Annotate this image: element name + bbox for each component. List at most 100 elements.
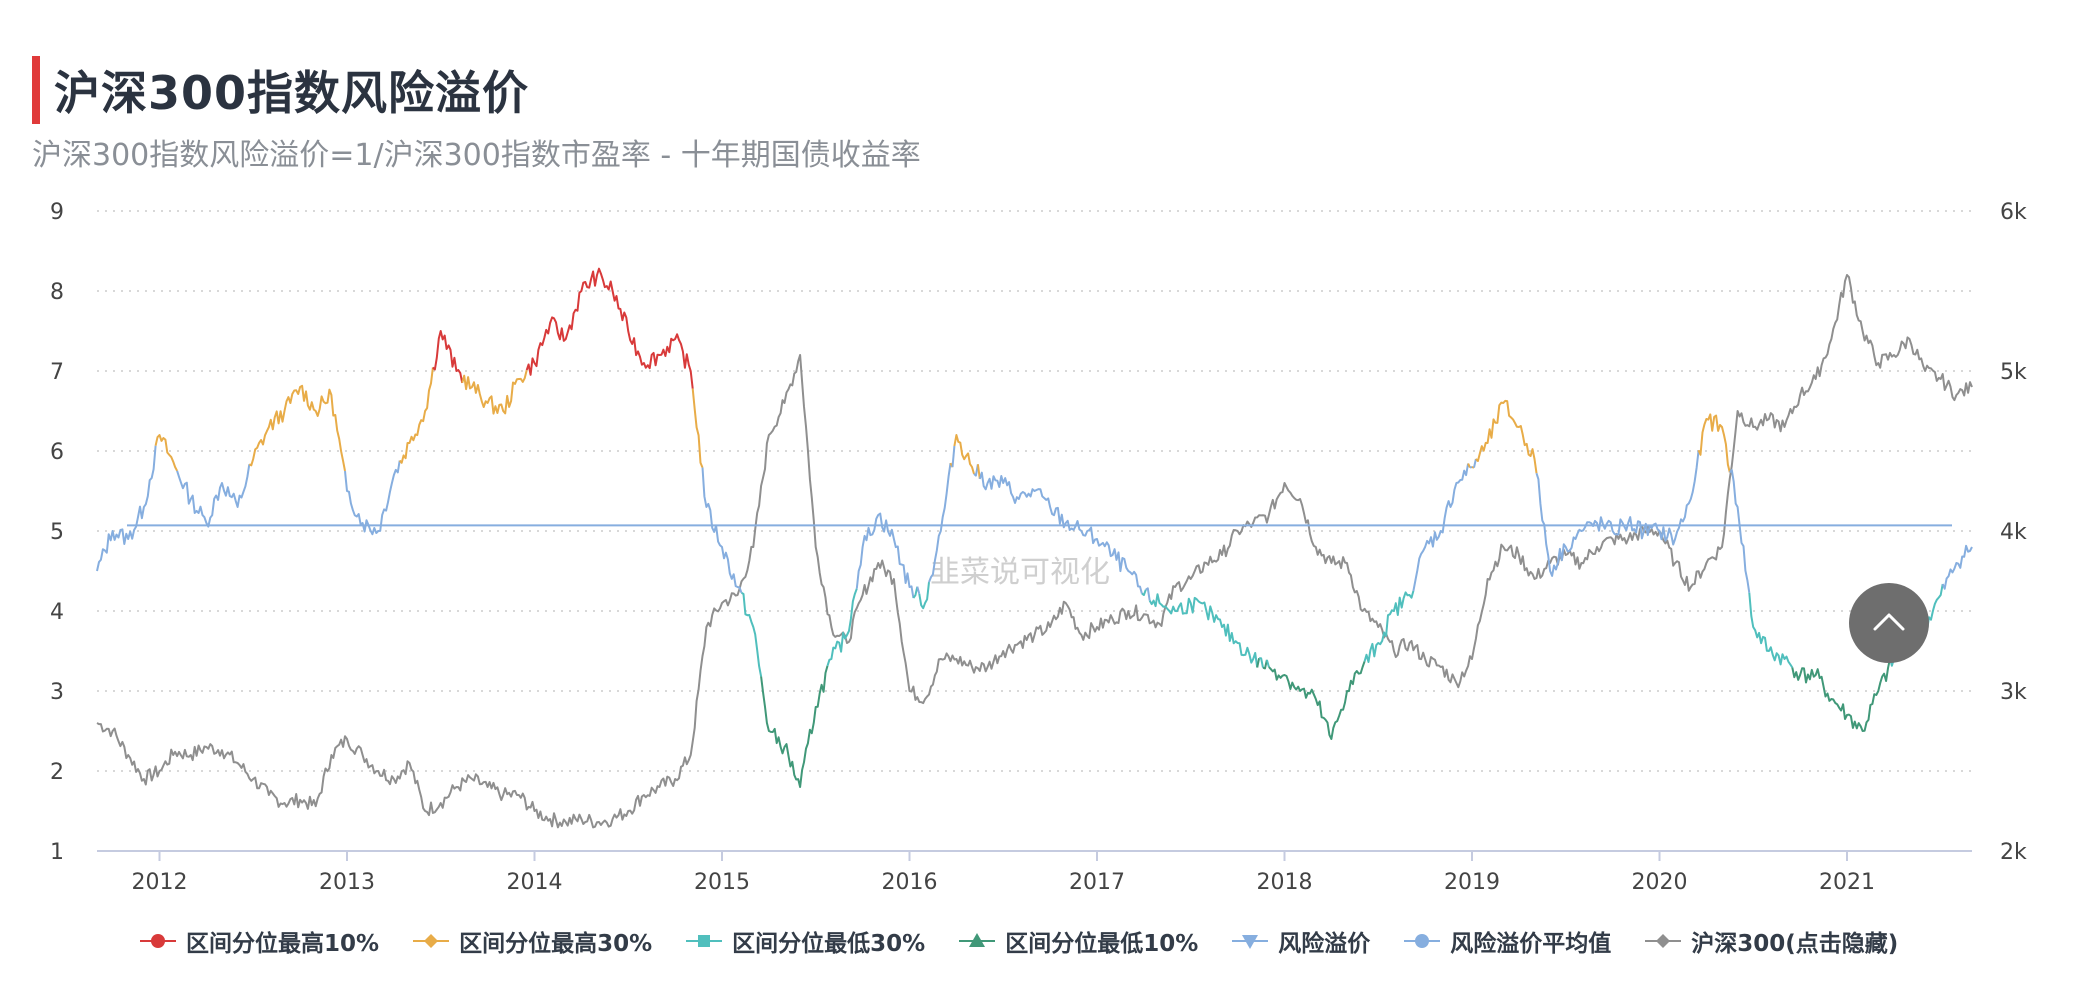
y-left-tick-label: 3 [50,680,64,705]
x-tick-label: 2019 [1444,870,1500,895]
series-line-premium-segment [1145,587,1151,601]
y-right-tick-label: 5k [2000,360,2027,385]
series-line-premium-segment [1729,469,1751,593]
y-left-tick-label: 9 [50,200,64,225]
series-line-premium-segment [1265,659,1270,668]
legend-item[interactable]: 区间分位最高10% [140,924,379,958]
y-right-tick-label: 4k [2000,520,2027,545]
x-tick-label: 2021 [1819,870,1875,895]
series-line-premium-segment [1535,450,1700,577]
y-right-tick-label: 3k [2000,680,2027,705]
series-line-premium-segment [1141,589,1147,596]
legend-symbol-diamond-icon [1645,934,1682,948]
page-subtitle: 沪深300指数风险溢价=1/沪深300指数市盈率 - 十年期国债收益率 [32,138,921,173]
series-line-premium-segment [912,586,919,599]
series-line-premium-segment [1469,466,1473,469]
series-line-premium-segment [1748,592,1794,669]
series-line-premium-segment [928,462,952,583]
series-line-premium-segment [1941,544,1973,590]
legend-label: 区间分位最低10% [1005,931,1199,957]
series-line-premium-segment [248,384,346,472]
watermark: 韭菜说可视化 [930,555,1110,590]
legend-item[interactable]: 区间分位最低10% [959,924,1198,958]
series-line-premium-segment [1412,463,1470,592]
x-tick-label: 2014 [507,870,563,895]
series-line-premium-segment [154,434,178,472]
series-line-premium-segment [96,445,157,572]
page-title: 沪深300指数风险溢价 [54,66,530,120]
series-line-premium-segment [1363,590,1415,663]
legend-label: 沪深300(点击隐藏) [1691,931,1899,957]
y-right-tick-label: 2k [2000,840,2027,865]
series-line-premium-segment [1697,413,1731,473]
series-line-premium-segment [1256,657,1261,668]
series-line-premium-segment [1268,660,1366,740]
x-tick-label: 2015 [694,870,750,895]
legend-symbol-triangle-icon [959,933,996,947]
series-line-premium-segment [953,434,975,475]
header: 沪深300指数风险溢价 [32,56,1532,124]
series-line-premium-segment [1467,463,1471,469]
y-right-tick-label: 6k [2000,200,2027,225]
title-row: 沪深300指数风险溢价 [32,56,1532,124]
series-line-premium-segment [398,367,434,464]
legend-label: 风险溢价平均值 [1450,931,1612,957]
series-line-premium-segment [344,460,401,536]
legend-item[interactable]: 区间分位最高30% [413,924,652,958]
grid-layer [97,210,1972,772]
y-left-tick-label: 2 [50,760,64,785]
series-line-premium-segment [176,464,251,528]
back-to-top-button[interactable] [1849,583,1929,663]
legend-symbol-circle-icon [140,934,176,948]
chart-legend: 区间分位最高10% 区间分位最高30% 区间分位最低30% 区间分位最低10% 风险溢价… [140,924,1932,958]
series-line-premium-segment [826,588,858,667]
series-line-hs300 [96,274,1973,829]
x-tick-label: 2017 [1069,870,1125,895]
series-line-premium-segment [701,467,743,594]
legend-item[interactable]: 区间分位最低30% [686,924,925,958]
y-left-tick-label: 6 [50,440,64,465]
y-left-tick-label: 5 [50,520,64,545]
legend-label: 区间分位最低30% [732,931,926,957]
series-line-premium-segment [760,665,829,788]
series-line-premium-segment [525,267,694,389]
legend-symbol-triangle-down-icon [1232,935,1269,949]
x-tick-label: 2012 [132,870,188,895]
legend-symbol-square-icon [686,935,723,947]
y-left-tick-label: 8 [50,280,64,305]
series-line-premium-segment [918,581,930,610]
series-line-premium-segment [1475,399,1538,474]
legend-item[interactable]: 风险溢价 [1232,924,1370,958]
legend-label: 区间分位最高30% [459,931,653,957]
legend-symbol-circle-icon [1404,934,1441,948]
series-line-premium-segment [1148,593,1259,668]
series-line-premium-segment [1259,657,1264,668]
series-line-premium-segment [978,471,1143,594]
axis-layer: 1 2 3 4 5 6 7 8 9 2k 3k 4k 5k 6k 2012 2013 2014 2015 2016 2… [50,200,2027,895]
x-tick-label: 2020 [1632,870,1688,895]
series-line-premium-segment [691,388,704,468]
legend-label: 区间分位最高10% [186,931,380,957]
series-line-premium-segment [916,586,921,595]
y-left-tick-label: 1 [50,840,64,865]
legend-item[interactable]: 风险溢价平均值 [1404,924,1611,958]
chevron-up-icon [1873,613,1905,631]
series-layer [96,267,1973,829]
series-line-premium-segment [432,330,464,384]
series-line-premium-segment [855,512,915,599]
series-line-premium-segment [951,445,956,468]
series-line-premium-segment [1791,658,1891,732]
y-left-tick-label: 7 [50,360,64,385]
series-line-premium-segment [1473,458,1477,468]
x-tick-label: 2018 [1257,870,1313,895]
x-tick-label: 2016 [882,870,938,895]
series-line-premium-segment [740,591,763,677]
y-left-tick-label: 4 [50,600,64,625]
series-line-premium-segment [1262,659,1268,670]
legend-item[interactable]: 沪深300(点击隐藏) [1645,924,1898,958]
series-line-premium-segment [976,464,981,480]
series-line-premium-segment [973,464,979,477]
title-accent-bar [32,56,40,124]
legend-label: 风险溢价 [1278,931,1371,957]
